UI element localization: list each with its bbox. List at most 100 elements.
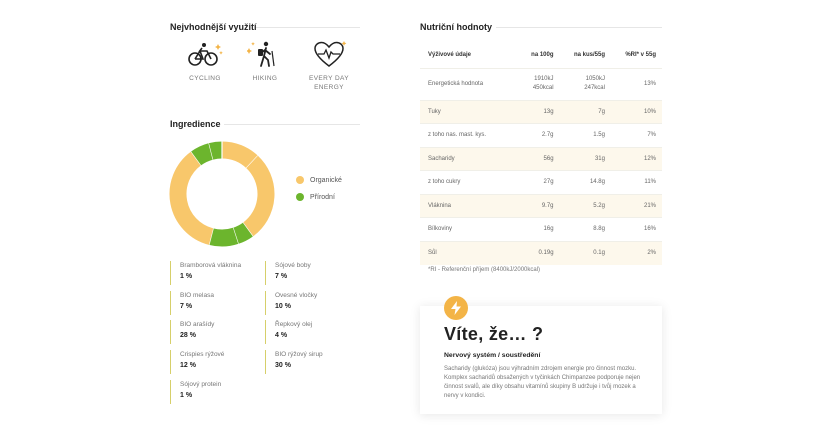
table-cell: Energetická hodnota <box>420 67 521 100</box>
ingredient-name: BIO melasa <box>180 292 214 299</box>
table-cell: 7g <box>559 99 611 124</box>
column-header: na 100g <box>531 51 554 58</box>
usage-divider <box>256 27 360 28</box>
usage-item-every-day-energy: EVERY DAY ENERGY <box>294 40 364 92</box>
donut-separator <box>208 228 214 245</box>
ingredient-value: 28 % <box>180 332 196 339</box>
ingredient-value: 1 % <box>180 273 193 280</box>
table-row: Tuky 13g 7g 10% <box>420 99 662 124</box>
column-header: Výživové údaje <box>428 51 472 58</box>
table-cell: z toho cukry <box>420 170 521 194</box>
table-cell: 21% <box>610 193 662 218</box>
table-cell: 9.7g <box>520 193 560 218</box>
legend-swatch <box>296 193 304 201</box>
table-row: Vláknina 9.7g 5.2g 21% <box>420 193 662 218</box>
usage-label: CYCLING <box>189 75 221 82</box>
ingredients-title: Ingredience <box>170 119 221 129</box>
usage-label: HIKING <box>252 75 278 82</box>
usage-title: Nejvhodnější využití <box>170 22 257 32</box>
table-cell: 1910kJ 450kcal <box>520 67 560 100</box>
table-header-row: Výživové údaje na 100g na kus/55g %RI* v… <box>420 42 662 68</box>
table-cell: 56g <box>520 146 560 171</box>
table-cell: 1050kJ 247kcal <box>559 67 611 100</box>
ingredient-name: Sójový protein <box>180 381 222 388</box>
table-cell: 27g <box>520 170 560 194</box>
did-you-know-text: Sacharidy (glukóza) jsou výhradním zdroj… <box>444 366 641 399</box>
ingredient-item: BIO melasa 7 % <box>170 291 260 315</box>
hiking-icon <box>247 41 275 67</box>
table-cell: 13% <box>610 67 662 100</box>
table-cell: Bílkoviny <box>420 217 521 241</box>
column-header: na kus/55g <box>573 51 605 58</box>
ingredient-item: BIO rýžový sirup 30 % <box>265 350 355 374</box>
table-row: Sacharidy 56g 31g 12% <box>420 146 662 171</box>
table-row: Energetická hodnota 1910kJ 450kcal 1050k… <box>420 67 662 100</box>
donut-separator <box>190 151 202 166</box>
table-cell: Sacharidy <box>420 146 521 171</box>
table-row: z toho nas. mast. kys. 2.7g 1.5g 7% <box>420 123 662 147</box>
donut-segment <box>232 222 253 244</box>
table-cell: 0.19g <box>520 240 560 265</box>
table-cell: Tuky <box>420 99 521 124</box>
donut-segment <box>208 141 223 160</box>
table-cell: 14.8g <box>559 170 611 194</box>
legend-label: Organické <box>310 176 342 184</box>
ingredient-name: Ovesné vločky <box>275 292 318 299</box>
table-cell: 0.1g <box>559 240 611 265</box>
table-row: Bílkoviny 16g 8.8g 16% <box>420 217 662 241</box>
nutrition-footnote: *RI - Referenční příjem (8400kJ/2000kcal… <box>428 267 541 273</box>
ingredient-value: 7 % <box>275 273 288 280</box>
ingredient-item: Crispies rýžové 12 % <box>170 350 260 374</box>
table-cell: 2% <box>610 240 662 265</box>
table-row: Sůl 0.19g 0.1g 2% <box>420 240 662 265</box>
table-row: z toho cukry 27g 14.8g 11% <box>420 170 662 194</box>
cycling-icon <box>188 43 223 66</box>
nutrition-title: Nutriční hodnoty <box>420 22 492 32</box>
table-cell: Vláknina <box>420 193 521 218</box>
legend-item-organic: Organické <box>296 176 342 184</box>
table-cell: 10% <box>610 99 662 124</box>
ingredient-value: 1 % <box>180 392 193 399</box>
ingredient-item: Sójové boby 7 % <box>265 261 355 285</box>
ingredient-item: Ovesné vločky 10 % <box>265 291 355 315</box>
usage-item-cycling: CYCLING <box>170 40 240 83</box>
table-cell: 16% <box>610 217 662 241</box>
table-cell: 12% <box>610 146 662 171</box>
ingredient-name: Řepkový olej <box>275 321 313 328</box>
ingredient-value: 30 % <box>275 362 291 369</box>
did-you-know-title: Víte, že… ? <box>444 324 544 344</box>
legend-swatch <box>296 176 304 184</box>
ingredient-name: Bramborová vláknina <box>180 262 242 269</box>
ingredient-value: 12 % <box>180 362 196 369</box>
ingredient-name: Crispies rýžové <box>180 351 225 358</box>
table-cell: 13g <box>520 99 560 124</box>
ingredient-item: Bramborová vláknina 1 % <box>170 261 260 285</box>
lightning-icon <box>444 296 468 320</box>
table-cell: 1.5g <box>559 123 611 147</box>
ingredients-divider <box>224 124 360 125</box>
table-cell: 8.8g <box>559 217 611 241</box>
did-you-know-subtitle: Nervový systém / soustředění <box>444 352 541 359</box>
donut-segment <box>208 227 239 247</box>
ingredients-donut-chart <box>169 141 275 247</box>
ingredient-item: BIO arašídy 28 % <box>170 320 260 344</box>
ingredient-name: Sójové boby <box>275 262 311 269</box>
usage-label: EVERY DAY ENERGY <box>308 75 350 91</box>
donut-segment <box>191 143 214 166</box>
column-header: %RI* v 55g <box>625 51 656 58</box>
legend-label: Přírodní <box>310 193 335 201</box>
ingredient-value: 10 % <box>275 303 291 310</box>
table-cell: 11% <box>610 170 662 194</box>
table-cell: Sůl <box>420 240 521 265</box>
donut-segment <box>221 141 258 169</box>
donut-segment <box>169 151 214 245</box>
ingredient-value: 4 % <box>275 332 288 339</box>
did-you-know-card <box>420 306 662 414</box>
table-cell: z toho nas. mast. kys. <box>420 123 521 147</box>
table-cell: 5.2g <box>559 193 611 218</box>
nutrition-divider <box>496 27 662 28</box>
table-cell: 7% <box>610 123 662 147</box>
table-cell: 2.7g <box>520 123 560 147</box>
legend-item-natural: Přírodní <box>296 193 335 201</box>
usage-item-hiking: HIKING <box>230 40 300 83</box>
